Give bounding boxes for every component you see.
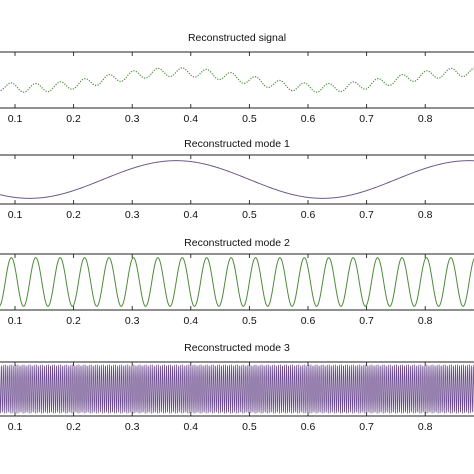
x-tick-label: 0.6: [301, 209, 316, 221]
x-tick-label: 0.1: [8, 315, 23, 327]
panel-title: Reconstructed mode 1: [184, 138, 290, 150]
chart-panel-1: Reconstructed signal 0.1 0.2 0.3 0.4 0.5 0.6 0.…: [0, 32, 474, 125]
x-tick-label: 0.6: [301, 421, 316, 433]
x-tick-label: 0.1: [8, 421, 23, 433]
series-line: [0, 67, 474, 93]
x-tick-label: 0.5: [242, 113, 257, 125]
x-tick-label: 0.2: [66, 421, 81, 433]
x-tick-label: 0.1: [8, 209, 23, 221]
x-tick-label: 0.2: [66, 315, 81, 327]
chart-panel-3: Reconstructed mode 2 0.1 0.2 0.3 0.4 0.5 0.6 0.…: [0, 237, 474, 327]
x-tick-label: 0.7: [359, 209, 374, 221]
x-tick-label: 0.4: [183, 113, 198, 125]
x-tick-label: 0.6: [301, 113, 316, 125]
x-tick-label: 0.1: [8, 113, 23, 125]
panel-title: Reconstructed mode 2: [184, 237, 290, 249]
x-tick-label: 0.8: [418, 421, 433, 433]
x-tick-label: 0.7: [359, 315, 374, 327]
x-tick-label: 0.8: [418, 209, 433, 221]
series-line: [0, 160, 474, 199]
x-tick-label: 0.4: [183, 315, 198, 327]
x-tick-label: 0.7: [359, 113, 374, 125]
x-tick-label: 0.5: [242, 315, 257, 327]
x-tick-label: 0.6: [301, 315, 316, 327]
x-tick-label: 0.2: [66, 209, 81, 221]
x-tick-label: 0.7: [359, 421, 374, 433]
x-tick-label: 0.2: [66, 113, 81, 125]
x-tick-label: 0.4: [183, 421, 198, 433]
chart-panel-2: Reconstructed mode 1 0.1 0.2 0.3 0.4 0.5 0.6 0.…: [0, 138, 474, 221]
chart-panel-4: Reconstructed mode 3 0.1 0.2 0.3 0.4 0.5 0.6 0.…: [0, 342, 474, 433]
x-tick-label: 0.3: [125, 113, 140, 125]
x-tick-label: 0.3: [125, 315, 140, 327]
x-tick-label: 0.8: [418, 113, 433, 125]
x-tick-label: 0.5: [242, 421, 257, 433]
x-tick-label: 0.4: [183, 209, 198, 221]
panel-title: Reconstructed mode 3: [184, 342, 290, 354]
x-tick-label: 0.3: [125, 421, 140, 433]
x-tick-label: 0.5: [242, 209, 257, 221]
panel-title: Reconstructed signal: [188, 32, 286, 44]
series-line: [0, 364, 474, 414]
x-tick-label: 0.8: [418, 315, 433, 327]
x-tick-label: 0.3: [125, 209, 140, 221]
series-line: [0, 257, 474, 307]
